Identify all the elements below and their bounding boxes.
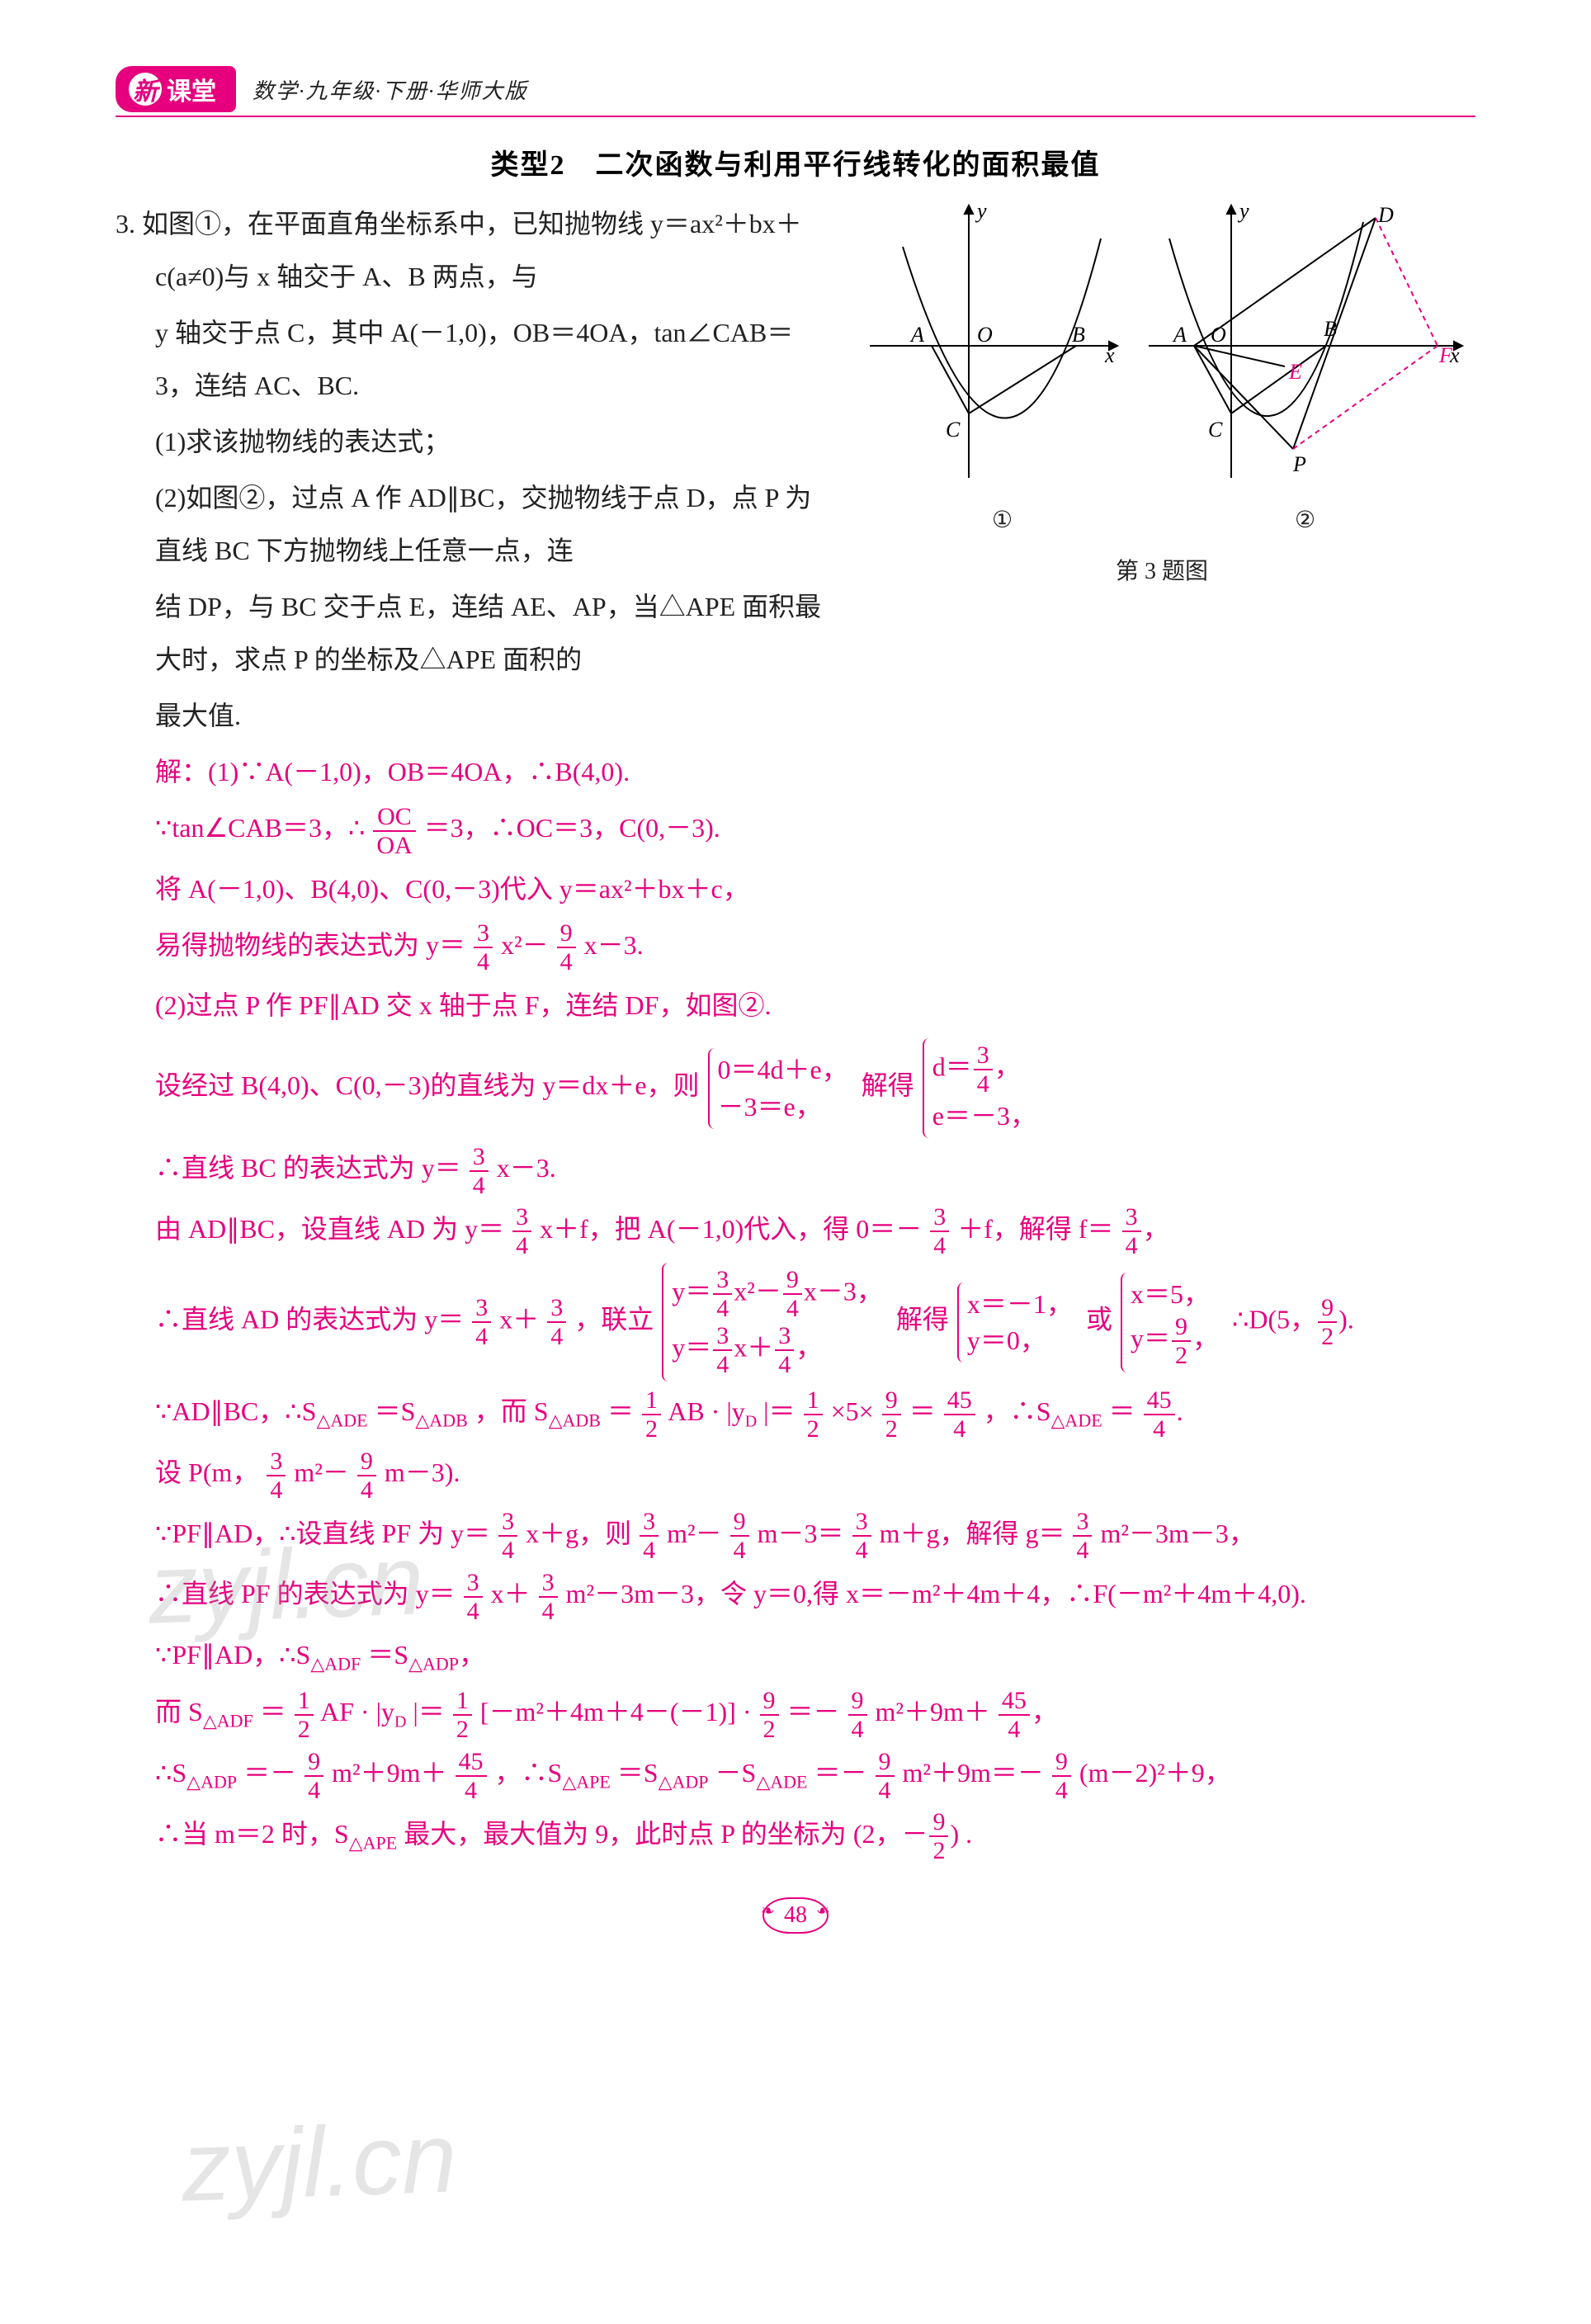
s6b: 解得 xyxy=(862,1070,914,1100)
sol-s13: ∴直线 PF 的表达式为 y＝ 34 x＋ 34 m²－3m－3，令 y＝0,得… xyxy=(116,1567,1475,1625)
s9c: ，联立 xyxy=(574,1305,654,1334)
figure-caption: 第 3 题图 xyxy=(848,549,1475,595)
pt-a: A xyxy=(909,323,924,347)
s9e: 或 xyxy=(1086,1305,1112,1334)
s9b: x＋ xyxy=(499,1305,539,1334)
s8b: x＋f，把 A(－1,0)代入，得 0＝－ xyxy=(540,1214,922,1244)
s2b: ＝3，∴OC＝3，C(0,－3). xyxy=(424,813,720,843)
s4c: x－3. xyxy=(584,930,644,960)
axis-x2: x xyxy=(1449,343,1460,367)
problem-number: 3. xyxy=(116,209,135,239)
sol-s6: 设经过 B(4,0)、C(0,－3)的直线为 y＝dx＋e，则 0＝4d＋e， … xyxy=(116,1038,1475,1138)
sol-s4: 易得抛物线的表达式为 y＝ 34 x²－ 94 x－3. xyxy=(116,919,1475,976)
figure-labels: ① ② xyxy=(848,498,1475,544)
sol-s1: 解：(1)∵A(－1,0)，OB＝4OA，∴B(4,0). xyxy=(116,745,1475,798)
sol-s15: 而 S△ADF ＝ 12 AF · |yD |＝ 12 [－m²＋4m＋4－(－… xyxy=(116,1685,1475,1743)
pt-p: P xyxy=(1292,452,1306,476)
s9d: 解得 xyxy=(896,1305,949,1334)
brace-sys2: d＝34， e＝－3， xyxy=(923,1038,1041,1138)
problem-l1: 如图①，在平面直角坐标系中，已知抛物线 y＝ax²＋bx＋c(a≠0)与 x 轴… xyxy=(142,209,802,291)
frac-oc-oa: OCOA xyxy=(373,803,415,859)
header: 课堂 数学·九年级·下册·华师大版 xyxy=(116,66,1475,117)
sol-s17: ∴当 m＝2 时，S△APE 最大，最大值为 9，此时点 P 的坐标为 (2，－… xyxy=(116,1807,1475,1865)
sol-s14: ∵PF∥AD，∴S△ADF ＝S△ADP， xyxy=(116,1628,1475,1682)
sys2b: e＝－3， xyxy=(932,1101,1036,1131)
page-number: 48 xyxy=(762,1897,829,1934)
figure-2: A O B C D E F P x y xyxy=(1140,197,1471,494)
s7b: x－3. xyxy=(497,1153,556,1183)
brace-r2: x＝5， y＝92， xyxy=(1121,1273,1224,1372)
figures-block: A O B C x y xyxy=(848,197,1475,595)
sol-s12: ∵PF∥AD，∴设直线 PF 为 y＝ 34 x＋g，则 34 m²－ 94 m… xyxy=(116,1507,1475,1565)
page: 课堂 数学·九年级·下册·华师大版 类型2 二次函数与利用平行线转化的面积最值 xyxy=(0,33,1591,2000)
pt-c: C xyxy=(946,418,961,442)
content-body: A O B C x y xyxy=(116,197,1475,1864)
sol-s7: ∴直线 BC 的表达式为 y＝ 34 x－3. xyxy=(116,1141,1475,1199)
pt-o: O xyxy=(977,323,993,347)
sol-s11: 设 P(m， 34 m²－ 94 m－3). xyxy=(116,1446,1475,1504)
brace-sys3: y＝34x²－94x－3， y＝34x＋34， xyxy=(662,1263,888,1382)
pt-b: B xyxy=(1072,323,1085,347)
sol-s2: ∵tan∠CAB＝3，∴ OCOA ＝3，∴OC＝3，C(0,－3). xyxy=(116,801,1475,859)
s4a: 易得抛物线的表达式为 y＝ xyxy=(155,930,465,960)
section-title: 类型2 二次函数与利用平行线转化的面积最值 xyxy=(116,142,1475,182)
problem-q2c: 最大值. xyxy=(116,689,1475,742)
pt-c2: C xyxy=(1208,418,1223,442)
pt-o2: O xyxy=(1211,323,1226,347)
header-subtitle: 数学·九年级·下册·华师大版 xyxy=(253,74,528,105)
logo-text: 课堂 xyxy=(167,71,216,107)
sol-s16: ∴S△ADP ＝－ 94 m²＋9m＋ 454 ，∴S△APE ＝S△ADP －… xyxy=(116,1746,1475,1804)
sol-s3: 将 A(－1,0)、B(4,0)、C(0,－3)代入 y＝ax²＋bx＋c， xyxy=(116,862,1475,915)
sol-s9: ∴直线 AD 的表达式为 y＝ 34 x＋ 34 ，联立 y＝34x²－94x－… xyxy=(116,1263,1475,1382)
s2a: ∵tan∠CAB＝3，∴ xyxy=(155,813,365,843)
logo-badge: 课堂 xyxy=(116,66,236,112)
pt-d: D xyxy=(1377,203,1394,227)
brace-r1: x＝－1， y＝0， xyxy=(957,1282,1078,1363)
pt-b2: B xyxy=(1324,317,1337,341)
pt-a2: A xyxy=(1172,323,1187,347)
s8a: 由 AD∥BC，设直线 AD 为 y＝ xyxy=(155,1214,504,1244)
sys2a: d＝ xyxy=(932,1052,972,1082)
axis-y2: y xyxy=(1237,199,1249,223)
figure-1: A O B C x y xyxy=(853,197,1134,494)
frac-34-a: 34 xyxy=(474,919,493,975)
fig-label-1: ① xyxy=(862,498,1143,544)
sol-s5: (2)过点 P 作 PF∥AD 交 x 轴于点 F，连结 DF，如图②. xyxy=(116,979,1475,1032)
sys1a: 0＝4d＋e， xyxy=(718,1055,848,1084)
s9a: ∴直线 AD 的表达式为 y＝ xyxy=(155,1305,464,1334)
s4b: x²－ xyxy=(501,930,549,960)
sol-s8: 由 AD∥BC，设直线 AD 为 y＝ 34 x＋f，把 A(－1,0)代入，得… xyxy=(116,1202,1475,1260)
axis-y: y xyxy=(975,199,987,223)
s9f: ∴D xyxy=(1232,1305,1268,1334)
page-footer: 48 xyxy=(116,1897,1475,1934)
axis-x: x xyxy=(1104,343,1115,367)
fig-label-2: ② xyxy=(1149,498,1462,544)
s8c: ＋f，解得 f＝ xyxy=(957,1214,1113,1244)
s7a: ∴直线 BC 的表达式为 y＝ xyxy=(155,1153,461,1183)
sys1b: －3＝e， xyxy=(718,1092,822,1122)
brace-sys1: 0＝4d＋e， －3＝e， xyxy=(708,1048,853,1129)
frac-94-a: 94 xyxy=(557,919,576,975)
sol-s10: ∵AD∥BC，∴S△ADE ＝S△ADB ，而 S△ADB ＝ 12 AB · … xyxy=(116,1385,1475,1443)
pt-e: E xyxy=(1288,360,1302,384)
problem-q2b: 结 DP，与 BC 交于点 E，连结 AE、AP，当△APE 面积最大时，求点 … xyxy=(116,580,1475,686)
s6a: 设经过 B(4,0)、C(0,－3)的直线为 y＝dx＋e，则 xyxy=(155,1070,700,1100)
watermark-2: zyjl.cn xyxy=(178,2058,460,2265)
